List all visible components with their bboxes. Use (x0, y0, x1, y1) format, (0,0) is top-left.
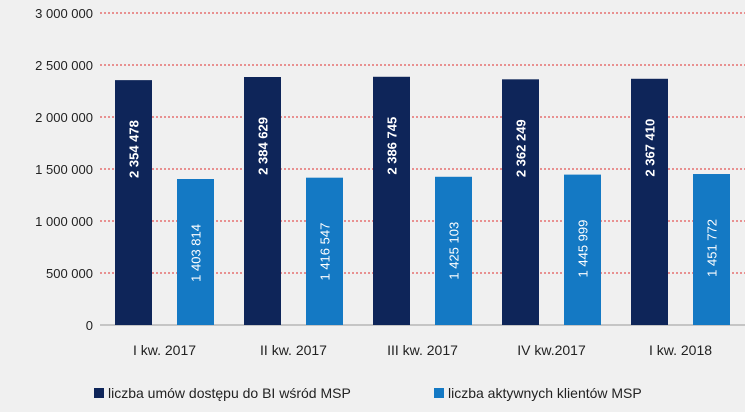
x-tick-label: I kw. 2017 (133, 342, 196, 358)
x-axis-ticks: I kw. 2017 II kw. 2017 III kw. 2017 IV kw.2… (133, 342, 712, 358)
legend-label: liczba aktywnych klientów MSP (448, 385, 642, 401)
data-label: 1 445 999 (576, 220, 591, 278)
bar-aktywni (435, 176, 472, 325)
bar-aktywni (564, 174, 601, 325)
x-tick-label: III kw. 2017 (387, 342, 458, 358)
legend-label: liczba umów dostępu do BI wśród MSP (108, 385, 351, 401)
data-label: 2 384 629 (256, 117, 271, 175)
bar-layer: 2 354 478 1 403 814 2 384 629 1 416 547 2 38… (115, 76, 730, 326)
data-label: 2 386 745 (385, 117, 400, 175)
bar-umowy (502, 79, 539, 325)
x-tick-label: II kw. 2017 (260, 342, 327, 358)
y-tick-label: 500 000 (46, 266, 93, 281)
y-tick-label: 2 000 000 (35, 110, 93, 125)
x-tick-label: I kw. 2018 (649, 342, 712, 358)
data-label: 2 367 410 (643, 119, 658, 177)
bar-umowy (115, 80, 152, 326)
data-label: 1 425 103 (447, 222, 462, 280)
bar-umowy (631, 78, 668, 325)
data-label: 2 362 249 (514, 119, 529, 177)
legend-swatch (94, 388, 104, 398)
y-tick-label: 3 000 000 (35, 6, 93, 21)
y-tick-label: 1 000 000 (35, 214, 93, 229)
y-tick-label: 2 500 000 (35, 58, 93, 73)
legend: liczba umów dostępu do BI wśród MSP liczb… (94, 385, 642, 401)
data-label: 1 451 772 (705, 219, 720, 277)
data-label: 1 416 547 (318, 223, 333, 281)
y-tick-label: 1 500 000 (35, 162, 93, 177)
bar-aktywni (306, 177, 343, 325)
y-tick-label: 0 (86, 318, 93, 333)
x-tick-label: IV kw.2017 (517, 342, 586, 358)
legend-swatch (434, 388, 444, 398)
y-axis-ticks: 0 500 000 1 000 000 1 500 000 2 000 000 2 500… (35, 6, 93, 333)
bar-aktywni (693, 174, 730, 325)
data-label: 2 354 478 (127, 120, 142, 178)
data-label: 1 403 814 (189, 224, 204, 282)
bar-aktywni (177, 179, 214, 325)
bar-umowy (244, 76, 281, 325)
bar-umowy (373, 76, 410, 325)
